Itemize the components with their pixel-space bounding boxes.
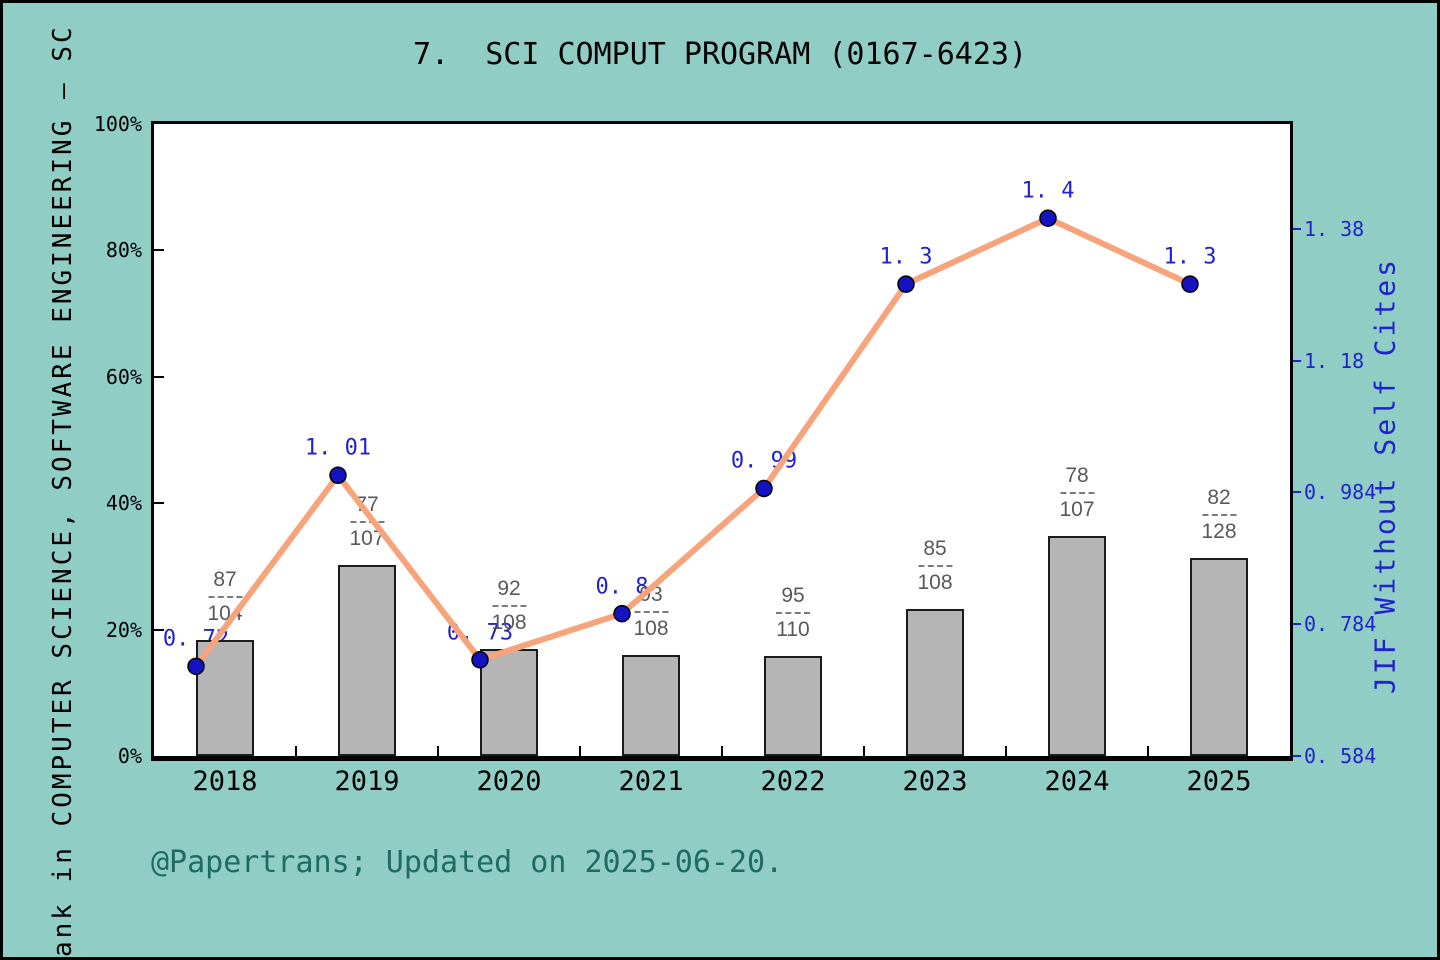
right-tick-label-0.984: 0. 984 [1304,480,1377,505]
bar-label-2023: 85 108 [917,536,953,594]
bar-labels-layer: 87 104 77 107 92 108 93 108 95 110 85 108 78 107 82 128 [154,124,1290,756]
right-tick-mark [1293,755,1301,757]
x-tick-mark [1147,746,1149,756]
bar-2021 [622,654,680,756]
fraction-divider [776,612,810,615]
left-tick-mark [154,502,164,505]
left-tick-label-40: 40% [105,491,142,516]
point-label-2024: 1. 4 [1021,178,1075,204]
x-tick-mark [437,746,439,756]
left-tick-label-0: 0% [117,744,142,768]
x-tick-label-2025: 2025 [1186,766,1252,797]
rank-numerator: 82 [1207,485,1231,509]
x-tick-label-2023: 2023 [902,766,968,797]
x-tick-label-2020: 2020 [476,766,542,797]
plot-area: 0. 721. 010. 730. 80. 991. 31. 41. 38710… [151,121,1293,761]
x-tick-mark [295,746,297,756]
chart-title: 7. SCI COMPUT PROGRAM (0167-6423) [412,37,1028,72]
rank-denominator: 108 [917,570,953,594]
right-tick-mark [1293,227,1301,230]
rank-denominator: 110 [776,618,810,642]
left-tick-label-80: 80% [105,238,142,263]
x-tick-label-2022: 2022 [760,766,826,797]
bar-label-2018: 87 104 [207,567,243,625]
right-tick-mark [1293,623,1301,626]
rank-numerator: 78 [1065,464,1089,488]
rank-numerator: 87 [213,567,237,591]
x-tick-mark [721,746,723,756]
bar-label-2024: 78 107 [1059,465,1094,521]
rank-numerator: 95 [781,584,805,608]
fraction-divider [207,595,242,598]
footer-credit: @Papertrans; Updated on 2025-06-20. [151,845,784,880]
bar-label-2022: 95 110 [776,585,810,641]
left-tick-label-100: 100% [93,112,142,136]
x-tick-mark [1005,746,1007,756]
right-tick-mark [1293,359,1301,362]
fraction-divider [633,610,668,613]
fraction-divider [917,564,952,567]
x-tick-label-2018: 2018 [192,766,258,797]
bar-label-2021: 93 108 [633,582,669,640]
left-tick-mark [154,628,164,631]
bar-label-2020: 92 108 [491,576,527,634]
rank-denominator: 107 [349,527,385,551]
right-tick-mark [1293,491,1301,494]
right-tick-label-0.584: 0. 584 [1304,744,1377,768]
fraction-divider [349,521,384,524]
axes-layer: 0% 20% 40% 60% 80% 100% 0. 584 0. 784 0. 984 1. 1… [94,112,1376,797]
rank-denominator: 128 [1201,519,1237,543]
rank-denominator: 108 [491,610,527,634]
rank-numerator: 77 [355,493,379,517]
fraction-divider [1059,492,1094,495]
left-tick-mark [154,375,164,378]
rank-numerator: 92 [497,576,521,600]
bar-label-2025: 82 128 [1201,485,1237,543]
x-tick-label-2024: 2024 [1044,766,1110,797]
fraction-divider [1201,513,1236,516]
left-tick-label-60: 60% [105,364,142,389]
x-tick-label-2021: 2021 [618,766,684,797]
right-axis-title: JIF Without Self Cites [1368,257,1402,694]
x-tick-mark [579,746,581,756]
right-tick-label-1.184: 1. 18 [1304,348,1365,373]
fraction-divider [491,604,526,607]
rank-denominator: 108 [633,616,669,640]
x-tick-label-2019: 2019 [334,766,400,797]
bar-label-2019: 77 107 [349,494,384,550]
rank-denominator: 107 [1059,498,1095,522]
rank-denominator: 104 [207,601,243,625]
right-tick-label-0.784: 0. 784 [1304,612,1377,637]
left-axis-title: Rank in COMPUTER SCIENCE, SOFTWARE ENGIN… [48,24,78,960]
left-tick-mark [154,249,164,252]
rank-numerator: 93 [639,582,663,606]
right-tick-label-1.384: 1. 38 [1304,216,1365,241]
left-tick-label-20: 20% [105,617,142,642]
x-tick-mark [863,746,865,756]
rank-numerator: 85 [923,536,947,560]
